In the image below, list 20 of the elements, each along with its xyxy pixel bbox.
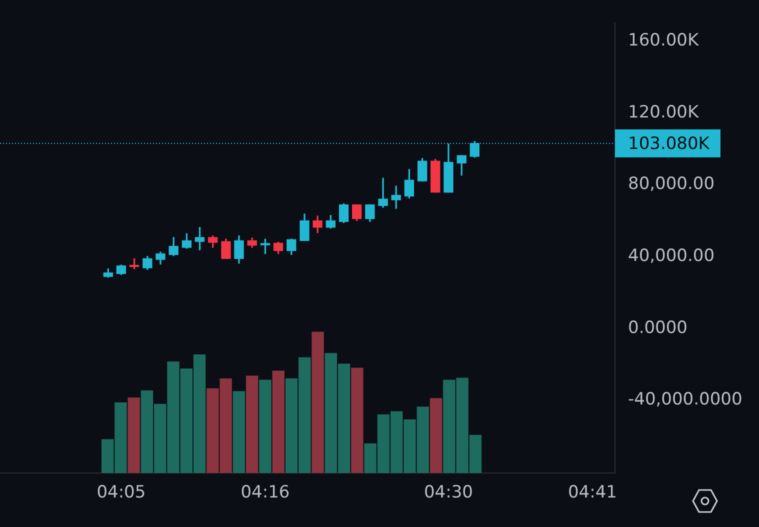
ref-line-label: 103.080K xyxy=(628,134,710,154)
x-tick-label: 04:41 xyxy=(568,482,617,503)
bar xyxy=(351,368,364,473)
bar xyxy=(232,391,246,473)
x-tick-label: 04:16 xyxy=(240,482,290,503)
y-tick-label: 0.0000 xyxy=(628,318,688,338)
candlestick xyxy=(378,178,388,208)
bar xyxy=(128,397,140,473)
bar xyxy=(312,332,324,473)
y-tick-label: 160.00K xyxy=(628,30,700,51)
bar xyxy=(246,376,258,473)
y-tick-label: -40,000.0000 xyxy=(628,390,742,410)
y-tick-label: 40,000.00 xyxy=(628,246,715,266)
x-tick-label: 04:30 xyxy=(424,482,473,503)
bar xyxy=(430,398,442,473)
y-tick-label: 80,000.00 xyxy=(628,174,715,194)
x-tick-label: 04:05 xyxy=(96,482,146,503)
bar xyxy=(259,380,272,473)
y-tick-label: 120.00K xyxy=(628,102,700,122)
bar xyxy=(272,370,284,473)
